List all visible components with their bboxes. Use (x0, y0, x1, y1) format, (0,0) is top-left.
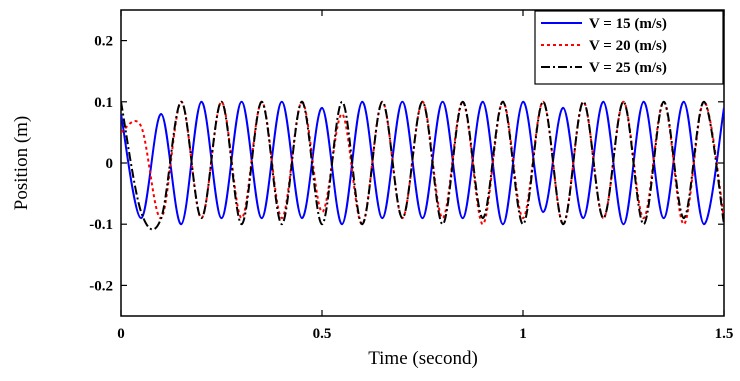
legend-label: V = 25 (m/s) (589, 60, 667, 76)
y-tick-label: 0.2 (94, 34, 113, 50)
legend-label: V = 15 (m/s) (589, 16, 667, 32)
series-line-3 (121, 100, 724, 231)
x-tick-label: 1.5 (715, 326, 734, 342)
series-layer (121, 100, 724, 231)
y-tick-label: -0.1 (89, 217, 113, 233)
y-axis-title: Position (m) (11, 116, 32, 210)
x-tick-label: 1 (519, 326, 527, 342)
ticks-layer: 0 0.5 1 1.5 -0.2 -0.1 0 0.1 0.2 (89, 10, 733, 342)
legend: V = 15 (m/s) V = 20 (m/s) V = 25 (m/s) (534, 10, 724, 85)
y-tick-label: -0.2 (89, 278, 113, 294)
x-axis-title: Time (second) (368, 348, 478, 369)
legend-label: V = 20 (m/s) (589, 38, 667, 54)
y-tick-label: 0 (106, 156, 114, 172)
x-tick-label: 0.5 (313, 326, 332, 342)
series-line-2 (121, 100, 724, 226)
x-tick-label: 0 (117, 326, 125, 342)
y-tick-label: 0.1 (94, 95, 113, 111)
series-line-1 (121, 100, 724, 226)
